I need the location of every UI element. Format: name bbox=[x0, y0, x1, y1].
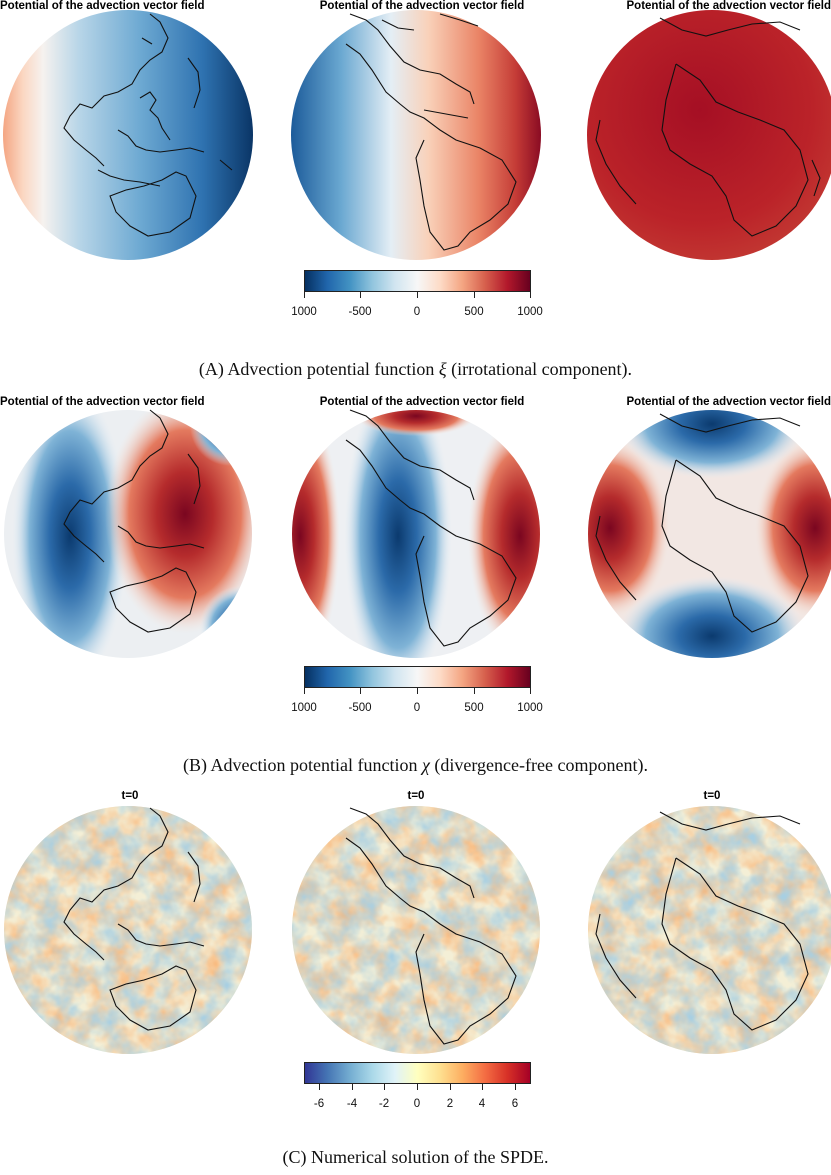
colorbar-tick-label: 1000 bbox=[291, 306, 317, 318]
globe-title: t=0 bbox=[703, 790, 721, 802]
caption-text: Numerical solution of the SPDE. bbox=[311, 1147, 549, 1167]
coastlines-icon bbox=[63, 807, 809, 1045]
colorbar-tick-label: 1000 bbox=[291, 702, 317, 714]
globe-a1 bbox=[3, 10, 253, 260]
globe-title: Potential of the advection vector field bbox=[0, 0, 205, 12]
colorbar-gradient bbox=[304, 666, 531, 688]
coastlines-icon bbox=[63, 13, 233, 237]
globe-title: t=0 bbox=[121, 790, 139, 802]
colorbar-tick-label: 500 bbox=[464, 306, 484, 318]
globe-title: Potential of the advection vector field bbox=[626, 0, 831, 12]
caption-tag: (A) bbox=[198, 359, 224, 379]
caption-symbol: χ bbox=[421, 755, 430, 775]
globe-c1 bbox=[4, 806, 252, 1054]
colorbar-tick-label: 1000 bbox=[517, 306, 543, 318]
coastlines-icon bbox=[595, 17, 821, 237]
globe-b2 bbox=[292, 410, 540, 658]
caption-text-end: (irrotational component). bbox=[451, 359, 633, 379]
globe-row-b bbox=[4, 409, 831, 658]
globe-title: Potential of the advection vector field bbox=[0, 396, 205, 408]
globe-row-a bbox=[3, 10, 831, 260]
colorbar-tick-label: 500 bbox=[464, 702, 484, 714]
globe-title: Potential of the advection vector field bbox=[319, 396, 525, 408]
colorbar-tick-label: -4 bbox=[346, 1098, 358, 1110]
panel-caption-a: (A) Advection potential function ξ (irro… bbox=[0, 359, 831, 380]
coastlines-icon bbox=[63, 409, 809, 647]
colorbar-tick-label: 1000 bbox=[517, 702, 543, 714]
coastlines-icon bbox=[345, 13, 517, 251]
colorbar-tick-label: 4 bbox=[478, 1098, 486, 1110]
caption-tag: (B) bbox=[183, 755, 208, 775]
caption-tag: (C) bbox=[282, 1147, 307, 1167]
panel-c: t=0 t=0 t=0 bbox=[0, 790, 831, 1175]
caption-text: Advection potential function bbox=[227, 359, 435, 379]
globe-title: Potential of the advection vector field bbox=[319, 0, 525, 12]
globe-c3 bbox=[588, 806, 831, 1054]
globe-title: Potential of the advection vector field bbox=[626, 396, 831, 408]
colorbar-gradient bbox=[304, 270, 531, 292]
globe-title: t=0 bbox=[407, 790, 425, 802]
colorbar-c: -6 -4 -2 0 2 4 6 bbox=[304, 1062, 534, 1117]
colorbar-tick-label: 2 bbox=[446, 1098, 454, 1110]
colorbar-tick-label: -500 bbox=[348, 702, 372, 714]
colorbar-tick-label: -6 bbox=[313, 1098, 325, 1110]
globe-a3 bbox=[587, 10, 831, 260]
caption-symbol: ξ bbox=[438, 359, 447, 379]
colorbar-tick-label: -2 bbox=[378, 1098, 390, 1110]
panel-a: Potential of the advection vector field … bbox=[0, 0, 831, 390]
colorbar-tick-label: 0 bbox=[413, 1098, 421, 1110]
colorbar-a: 1000 -500 0 500 1000 bbox=[291, 270, 543, 325]
colorbar-tick-label: -500 bbox=[348, 306, 372, 318]
globe-row-c bbox=[4, 806, 831, 1054]
caption-text-end: (divergence-free component). bbox=[434, 755, 648, 775]
globe-c2 bbox=[292, 806, 540, 1054]
caption-text: Advection potential function bbox=[210, 755, 418, 775]
colorbar-tick-label: 0 bbox=[413, 702, 421, 714]
colorbar-gradient bbox=[304, 1062, 531, 1084]
colorbar-tick-label: 0 bbox=[413, 306, 421, 318]
panel-caption-c: (C) Numerical solution of the SPDE. bbox=[0, 1147, 831, 1168]
panel-b: Potential of the advection vector field … bbox=[0, 396, 831, 786]
globe-a2 bbox=[291, 10, 541, 260]
globe-b1 bbox=[4, 410, 252, 658]
globe-b3 bbox=[588, 410, 831, 658]
colorbar-b: 1000 -500 0 500 1000 bbox=[291, 666, 543, 721]
colorbar-tick-label: 6 bbox=[511, 1098, 519, 1110]
panel-caption-b: (B) Advection potential function χ (dive… bbox=[0, 755, 831, 776]
